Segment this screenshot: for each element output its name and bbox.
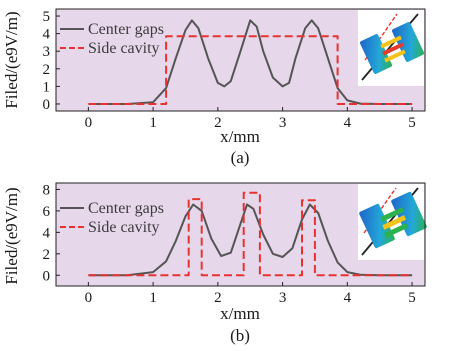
inset-b-bar-1 (380, 207, 405, 222)
inset-b-bar-2 (382, 215, 407, 230)
plot-b-series (88, 191, 413, 277)
inset-a-cavity-right (391, 22, 425, 62)
y-tick-label-b: 0 (43, 268, 51, 284)
y-tick-label-a: 3 (43, 44, 51, 60)
inset-a-bar-2 (382, 42, 404, 56)
y-tick-label-a: 5 (43, 9, 51, 25)
x-tick-label-a: 0 (85, 115, 93, 131)
x-tick-label-a: 4 (344, 115, 352, 131)
plot-a-frame (55, 8, 426, 112)
legend-a: Center gaps Side cavity (60, 21, 164, 57)
y-tick-label-b: 4 (43, 225, 51, 241)
x-tick-label-b: 2 (214, 290, 222, 306)
y-tick-label-a: 2 (43, 62, 51, 78)
x-tick-label-a: 3 (279, 115, 287, 131)
panel-caption-b: (b) (230, 326, 250, 345)
y-tick-label-a: 4 (43, 27, 51, 43)
inset-a (358, 10, 425, 86)
y-axis-label-b: Filed/(e9V/m) (2, 187, 21, 284)
inset-b-bar-3 (384, 223, 409, 238)
inset-a-bar-3 (384, 49, 406, 63)
plot-b-axes: 0 1 2 3 4 5 0 2 4 6 8 (43, 182, 426, 306)
inset-b-cavity-left (359, 203, 395, 249)
series-b-center-gaps-line (88, 203, 413, 277)
x-tick-label-b: 0 (85, 290, 93, 306)
y-tick-label-b: 8 (43, 182, 51, 198)
series-b-side-cavity-line (88, 191, 413, 277)
inset-a-bar-1 (380, 35, 402, 49)
y-tick-label-b: 6 (43, 204, 51, 220)
panel-b: 0 1 2 3 4 5 0 2 4 6 8 Center gaps Side cavity x/mm… (2, 182, 427, 345)
x-tick-label-a: 5 (408, 115, 416, 131)
y-tick-label-a: 0 (43, 97, 51, 113)
x-tick-label-b: 4 (344, 290, 352, 306)
plot-b-frame (55, 182, 426, 287)
legend-b-side-label: Side cavity (88, 219, 160, 236)
y-tick-label-b: 2 (43, 247, 51, 263)
x-axis-label-a: x/mm (220, 127, 260, 146)
legend-b: Center gaps Side cavity (60, 200, 164, 236)
x-tick-label-b: 5 (408, 290, 416, 306)
x-axis-label-b: x/mm (220, 304, 260, 323)
series-a-side-cavity-line (88, 35, 413, 105)
y-tick-label-a: 1 (43, 79, 51, 95)
legend-b-center-label: Center gaps (88, 200, 164, 217)
legend-a-side-label: Side cavity (88, 40, 160, 57)
y-axis-label-a: Filed/(e9V/m) (2, 11, 21, 108)
inset-b-cavity-right (391, 191, 427, 237)
legend-a-center-label: Center gaps (88, 21, 164, 38)
inset-a-cavity-left (359, 34, 393, 74)
x-tick-label-b: 3 (279, 290, 287, 306)
x-tick-label-a: 1 (149, 115, 157, 131)
x-tick-label-a: 2 (214, 115, 222, 131)
plot-a-series (88, 19, 413, 105)
x-tick-label-b: 1 (149, 290, 157, 306)
series-a-center-gaps-line (88, 19, 413, 105)
inset-b (358, 184, 427, 260)
panel-caption-a: (a) (231, 148, 250, 167)
